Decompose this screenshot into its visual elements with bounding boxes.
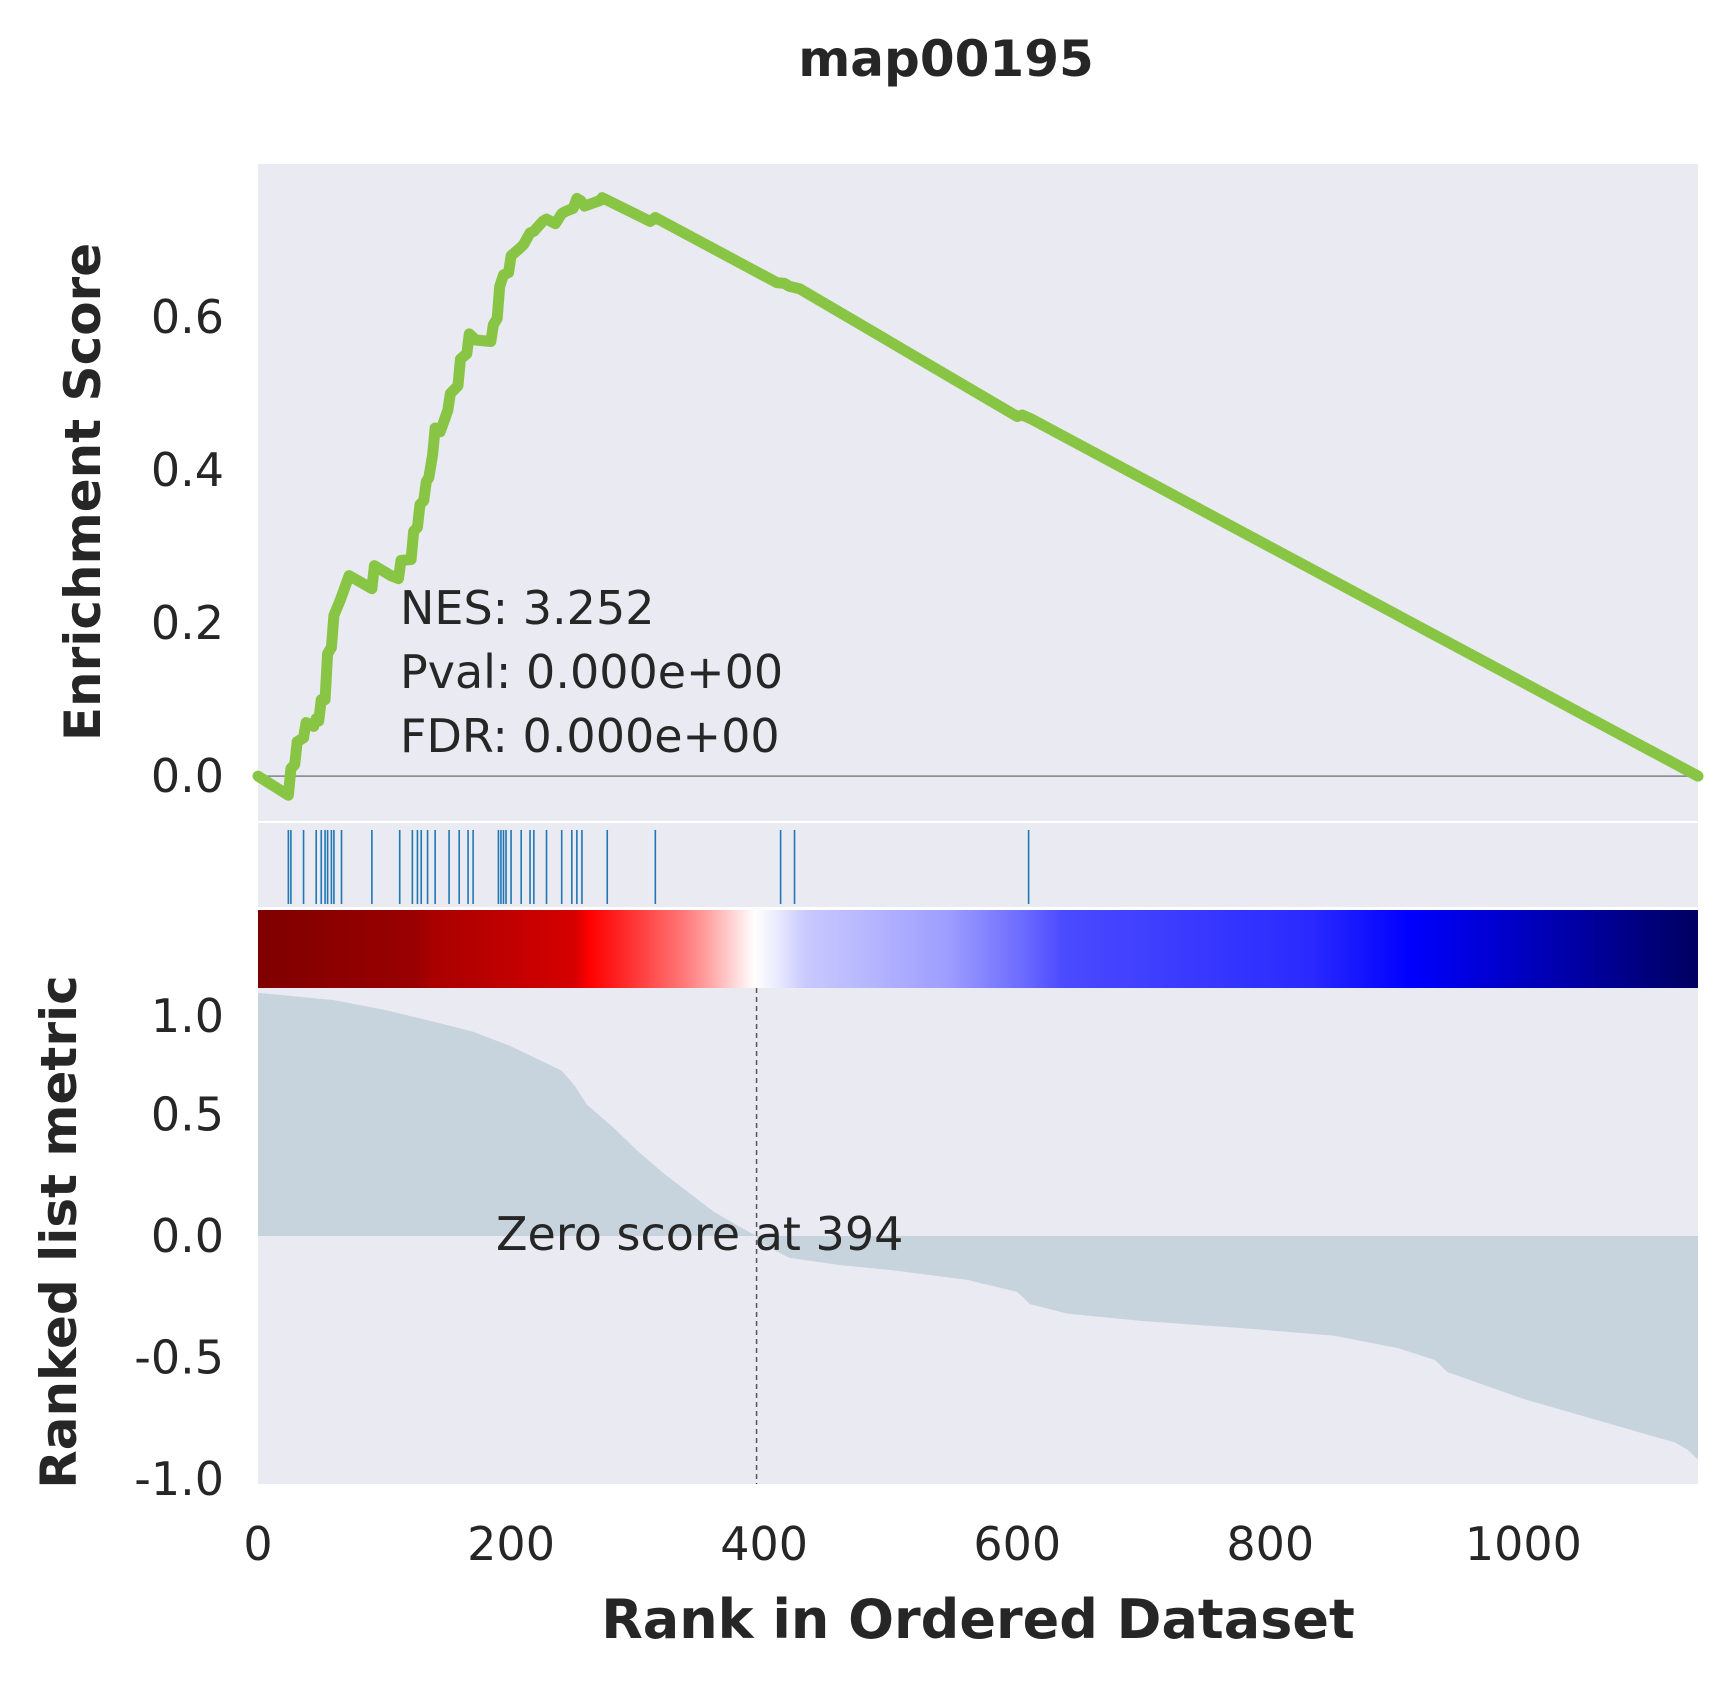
es-y-tick-label: 0.2 [151, 596, 224, 650]
tick-labels: 0.0 0.2 0.4 0.6 1.0 0.5 0.0 -0.5 -1.0 0 200 400 600 8… [134, 290, 1582, 1571]
metric-y-tick-label: -1.0 [134, 1452, 224, 1506]
x-tick-label: 800 [1226, 1517, 1314, 1571]
x-tick-label: 0 [243, 1517, 272, 1571]
x-tick-label: 200 [467, 1517, 555, 1571]
es-stat-fdr: FDR: 0.000e+00 [400, 709, 780, 763]
metric-area [258, 992, 1698, 1460]
es-stat-nes: NES: 3.252 [400, 581, 654, 635]
metric-layer [258, 988, 1698, 1484]
enrichment-panel-background [258, 164, 1698, 822]
hits-layer [287, 830, 1030, 904]
rank-color-bar [258, 910, 1698, 988]
es-stat-pval: Pval: 0.000e+00 [400, 645, 783, 699]
metric-y-tick-label: 0.0 [151, 1209, 224, 1263]
hits-panel-background [258, 822, 1698, 908]
es-y-tick-label: 0.4 [151, 443, 224, 497]
metric-y-axis-label: Ranked list metric [30, 975, 88, 1489]
enrichment-layer [252, 192, 1704, 801]
metric-zero-annotation: Zero score at 394 [496, 1207, 903, 1261]
x-tick-label: 400 [720, 1517, 808, 1571]
chart-title: map00195 [798, 30, 1094, 88]
metric-y-tick-label: 1.0 [151, 989, 224, 1043]
enrichment-y-axis-label: Enrichment Score [54, 243, 112, 741]
x-axis-label: Rank in Ordered Dataset [601, 1588, 1355, 1651]
enrichment-score-line [252, 192, 1704, 801]
es-y-tick-label: 0.0 [151, 749, 224, 803]
metric-y-tick-label: -0.5 [134, 1331, 224, 1385]
metric-y-tick-label: 0.5 [151, 1087, 224, 1141]
es-y-tick-label: 0.6 [151, 290, 224, 344]
x-tick-label: 600 [973, 1517, 1061, 1571]
x-tick-label: 1000 [1465, 1517, 1582, 1571]
